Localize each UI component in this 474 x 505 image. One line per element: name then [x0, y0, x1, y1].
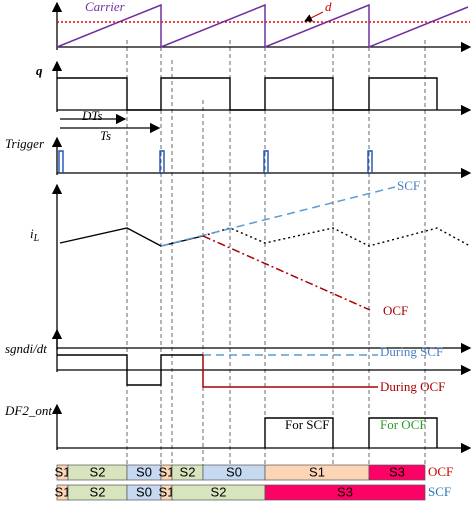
ocf-label: OCF	[383, 303, 408, 318]
row-label: SCF	[428, 484, 451, 499]
state-segment	[368, 464, 426, 481]
row-label: OCF	[428, 464, 453, 479]
for-ocf-label: For OCF	[380, 417, 427, 432]
carrier-label: Carrier	[85, 0, 126, 14]
q-panel: q DTs Ts	[36, 60, 472, 143]
state-segment	[264, 484, 426, 501]
il-sub: L	[33, 233, 40, 244]
state-rows: S1 S2 S0 S1 S2 S0 S1 S3 OCF S1 S2 S0 S1 S2 S3 SCF	[55, 464, 453, 501]
state-label: S2	[211, 484, 227, 499]
ts-label: Ts	[100, 128, 111, 143]
state-label: S1	[309, 464, 325, 479]
state-label: S3	[337, 484, 353, 499]
sgn-panel: sgndi/dt During SCF During OCF	[5, 328, 472, 394]
state-label: S0	[226, 464, 242, 479]
scf-label: SCF	[397, 178, 420, 193]
dashed-guides	[126, 40, 426, 465]
d-label: d	[325, 0, 332, 14]
for-scf-label: For SCF	[285, 417, 329, 432]
trigger-panel: Trigger	[5, 136, 472, 179]
sgn-label: sgndi/dt	[5, 341, 47, 356]
state-label: S2	[180, 464, 196, 479]
il-panel: iL SCF OCF	[30, 178, 472, 354]
state-label: S0	[136, 464, 152, 479]
df2-panel: DF2_ont For SCF For OCF	[4, 403, 472, 454]
state-label: S2	[90, 484, 106, 499]
state-label: S3	[389, 464, 405, 479]
carrier-panel: Carrier d	[51, 0, 472, 53]
q-label: q	[36, 63, 43, 78]
trigger-label: Trigger	[5, 136, 45, 151]
during-scf-label: During SCF	[380, 344, 443, 359]
state-label: S1	[55, 464, 71, 479]
state-label: S1	[55, 484, 71, 499]
il-main: i	[30, 226, 34, 241]
df2-label: DF2_ont	[4, 403, 52, 418]
state-label: S1	[159, 484, 175, 499]
il-label: iL	[30, 226, 40, 244]
dts-label: DTs	[81, 108, 102, 123]
during-ocf-label: During OCF	[380, 379, 445, 394]
state-label: S2	[90, 464, 106, 479]
state-label: S1	[159, 464, 175, 479]
state-label: S0	[136, 484, 152, 499]
